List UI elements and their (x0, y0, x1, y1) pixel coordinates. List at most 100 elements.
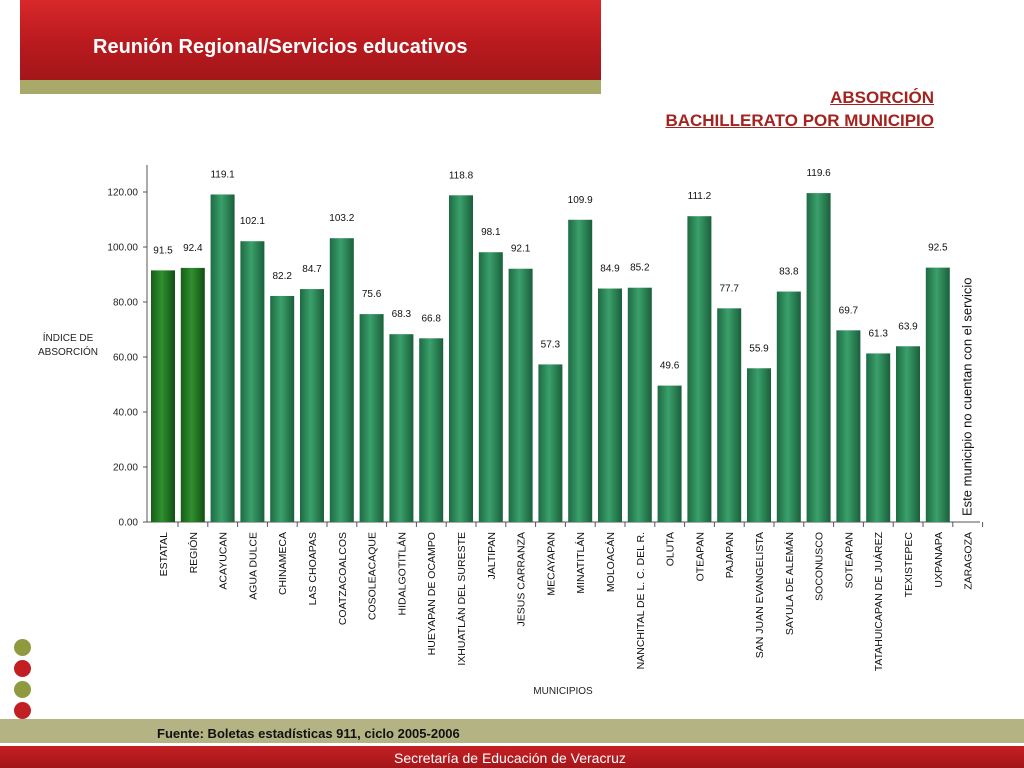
category-label: TATAHUICAPAN DE JUÁREZ (872, 531, 885, 671)
category-label: UXPANAPA (933, 532, 945, 588)
category-label: CHINAMECA (277, 532, 289, 595)
y-tick-label: 100.00 (107, 243, 138, 254)
category-label: COSOLEACAQUE (367, 532, 379, 620)
category-label: IXHUATLÁN DEL SURESTE (455, 532, 468, 666)
bar-19 (717, 308, 742, 522)
category-label: ZARAGOZA (963, 532, 975, 590)
value-label: 111.2 (688, 191, 712, 202)
value-label: 83.8 (779, 267, 799, 278)
decor-dot-red-2 (14, 702, 31, 719)
value-label: 119.6 (806, 168, 831, 179)
value-label: 84.9 (600, 264, 620, 275)
bar-18 (687, 216, 712, 522)
value-label: 63.9 (898, 321, 918, 332)
value-label: 49.6 (660, 361, 680, 372)
value-label: 102.1 (240, 216, 265, 227)
bar-23 (836, 330, 861, 522)
bar-10 (449, 195, 473, 523)
value-label: 84.7 (302, 264, 322, 275)
value-label: 55.9 (749, 343, 769, 354)
absorption-bar-chart: 0.00 20.00 40.00 60.00 80.00 100.00 120.00 ÍNDI… (38, 165, 984, 697)
category-label: REGIÓN (187, 532, 200, 573)
value-label: 66.8 (421, 313, 441, 324)
category-label: MINATITLÁN (574, 532, 587, 594)
bar-6 (329, 238, 354, 522)
value-label: 77.7 (719, 283, 739, 294)
category-label: OLUTA (665, 532, 677, 566)
header-stripe (20, 80, 601, 94)
decor-dot-olive-2 (14, 681, 31, 698)
bar-8 (389, 334, 414, 522)
category-label: SAYULA DE ALEMÁN (783, 532, 796, 635)
value-label: 85.2 (630, 263, 650, 274)
no-service-annotation: Este municipio no cuentan con el servici… (960, 278, 975, 516)
y-axis-label: ABSORCIÓN (38, 345, 98, 358)
y-tick-label: 0.00 (119, 518, 139, 529)
value-label: 92.4 (183, 243, 203, 254)
bar-17 (657, 385, 682, 522)
value-label: 75.6 (362, 289, 382, 300)
bar-9 (419, 338, 444, 522)
source-band (0, 719, 1024, 743)
bar-16 (627, 287, 652, 522)
category-label: NANCHITAL DE L. C. DEL R. (635, 532, 647, 669)
y-tick-label: 60.00 (113, 353, 138, 364)
value-label: 92.1 (511, 244, 531, 255)
category-label: MOLOACÁN (604, 532, 617, 592)
category-label: ESTATAL (158, 532, 170, 577)
value-label: 118.8 (449, 170, 474, 181)
category-label: SOCONUSCO (814, 532, 826, 601)
bar-20 (747, 368, 771, 522)
bar-21 (776, 291, 801, 522)
value-label: 57.3 (541, 339, 561, 350)
bar-3 (240, 241, 265, 522)
decor-dot-olive-1 (14, 639, 31, 656)
y-axis-label: ÍNDICE DE (43, 331, 94, 344)
bar-14 (568, 219, 593, 522)
category-label: COATZACOALCOS (337, 532, 349, 625)
category-label: SOTEAPAN (843, 532, 855, 588)
y-tick-label: 40.00 (113, 408, 138, 419)
bar-0 (151, 270, 175, 522)
category-label: JESUS CARRANZA (516, 532, 528, 627)
category-label: JALTIPAN (486, 532, 498, 579)
subtitle-line-2: BACHILLERATO POR MUNICIPIO (665, 111, 934, 130)
value-label: 119.1 (210, 169, 235, 180)
category-label: OTEAPAN (694, 532, 706, 581)
bar-24 (866, 353, 891, 522)
category-label: MECAYAPAN (545, 532, 557, 596)
value-label: 61.3 (868, 328, 888, 339)
value-label: 69.7 (839, 305, 859, 316)
category-label: ACAYUCAN (218, 532, 230, 590)
bar-13 (538, 364, 563, 522)
category-label: HIDALGOTITLÁN (395, 532, 408, 615)
y-tick-label: 120.00 (107, 188, 138, 199)
header-band (20, 0, 601, 80)
bar-26 (925, 267, 950, 522)
value-label: 82.2 (272, 271, 292, 282)
source-note: Fuente: Boletas estadísticas 911, ciclo … (157, 726, 460, 741)
footer-band (0, 746, 1024, 768)
chart-subtitle: ABSORCIÓN BACHILLERATO POR MUNICIPIO (665, 86, 934, 132)
category-label: AGUA DULCE (247, 532, 259, 600)
category-label: PAJAPAN (724, 532, 736, 578)
category-label: LAS CHOAPAS (307, 532, 319, 605)
y-tick-label: 20.00 (113, 463, 138, 474)
category-label: HUEYAPAN DE OCAMPO (426, 532, 438, 655)
bar-22 (806, 193, 831, 522)
bar-15 (598, 288, 622, 522)
category-label: TEXISTEPEC (903, 532, 915, 598)
category-label: SAN JUAN EVANGELISTA (754, 532, 766, 658)
value-label: 103.2 (329, 213, 354, 224)
bar-1 (180, 267, 205, 522)
subtitle-line-1: ABSORCIÓN (830, 88, 934, 107)
footer-text: Secretaría de Educación de Veracruz (394, 750, 626, 766)
y-tick-label: 80.00 (113, 298, 138, 309)
value-label: 68.3 (392, 309, 412, 320)
bar-4 (270, 295, 295, 522)
value-label: 98.1 (481, 227, 501, 238)
bar-7 (359, 314, 384, 522)
bar-2 (210, 194, 235, 522)
bar-5 (300, 289, 324, 522)
value-label: 91.5 (153, 245, 173, 256)
